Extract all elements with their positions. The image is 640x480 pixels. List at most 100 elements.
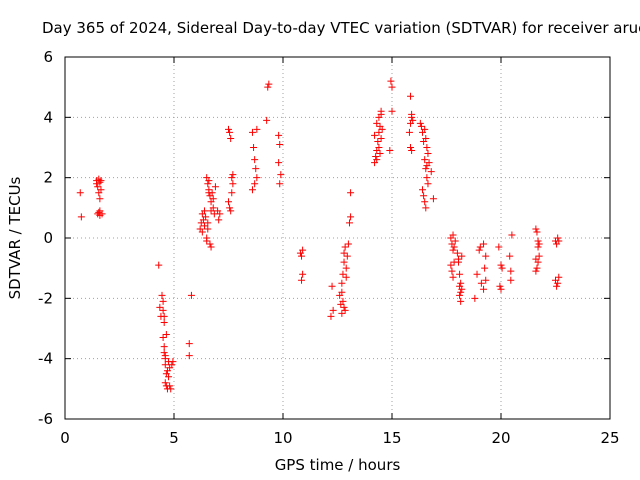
data-point: [498, 264, 506, 272]
data-point: [209, 204, 217, 212]
data-point: [535, 240, 543, 248]
x-axis-label: GPS time / hours: [275, 456, 401, 474]
data-point: [449, 231, 457, 239]
data-point: [454, 255, 462, 263]
data-point: [456, 282, 464, 290]
data-point: [156, 303, 164, 311]
data-point: [185, 340, 193, 348]
data-point: [98, 210, 106, 218]
data-point: [555, 273, 563, 281]
data-point: [299, 270, 307, 278]
data-point: [419, 186, 427, 194]
data-point: [298, 252, 306, 260]
data-point: [374, 137, 382, 145]
data-point: [340, 303, 348, 311]
data-point: [97, 186, 105, 194]
data-point: [228, 189, 236, 197]
data-point: [276, 140, 284, 148]
data-point: [277, 171, 285, 179]
data-point: [229, 180, 237, 188]
data-point: [163, 367, 171, 375]
data-point: [165, 373, 173, 381]
data-point: [345, 219, 353, 227]
data-point: [201, 222, 209, 230]
data-point: [160, 343, 168, 351]
data-point: [227, 207, 235, 215]
data-point: [533, 264, 541, 272]
data-point: [77, 213, 85, 221]
data-point: [215, 216, 223, 224]
data-point: [457, 297, 465, 305]
data-point: [203, 174, 211, 182]
data-point: [457, 288, 465, 296]
data-point: [508, 231, 516, 239]
data-point: [227, 134, 235, 142]
data-point: [424, 150, 432, 158]
data-point: [167, 385, 175, 393]
data-point: [276, 180, 284, 188]
data-point: [226, 204, 234, 212]
data-point: [253, 125, 261, 133]
data-point: [198, 228, 206, 236]
data-point: [482, 252, 490, 260]
data-point: [375, 144, 383, 151]
data-point: [95, 208, 103, 216]
data-point: [423, 144, 431, 151]
data-point: [476, 243, 484, 251]
data-point: [328, 282, 336, 290]
data-point: [209, 195, 217, 203]
data-point: [372, 153, 380, 161]
data-point: [378, 125, 386, 133]
data-point: [448, 267, 456, 275]
data-point: [263, 116, 271, 124]
data-point: [207, 243, 215, 251]
data-point: [405, 128, 413, 136]
x-tick-label: 20: [491, 429, 510, 447]
data-point: [161, 355, 169, 363]
data-point: [166, 382, 174, 390]
data-point: [555, 237, 563, 245]
data-point: [347, 189, 355, 197]
data-point: [216, 210, 224, 218]
data-point: [387, 77, 395, 85]
data-point: [161, 379, 169, 387]
data-point: [347, 213, 355, 221]
data-point: [534, 243, 542, 251]
data-point: [532, 267, 540, 275]
data-point: [507, 267, 515, 275]
chart-title: Day 365 of 2024, Sidereal Day-to-day VTE…: [42, 19, 640, 37]
data-point: [250, 144, 258, 151]
data-point: [427, 168, 435, 176]
data-point: [506, 252, 514, 260]
data-point: [450, 243, 458, 251]
data-point: [457, 279, 465, 287]
x-tick-label: 5: [169, 429, 179, 447]
data-point: [329, 306, 337, 314]
data-point: [421, 156, 429, 164]
data-point: [341, 243, 349, 251]
axis-ticks: 0 5 10 15 20 25 -6 -4 -2 0 2 4 6: [38, 48, 620, 447]
data-point: [160, 312, 168, 320]
data-point: [425, 159, 433, 167]
data-point: [187, 291, 195, 299]
data-point: [507, 276, 515, 284]
data-point: [252, 165, 260, 173]
data-point: [265, 80, 273, 88]
data-point: [228, 174, 236, 182]
y-tick-label: -4: [38, 350, 53, 368]
data-point: [96, 178, 104, 186]
data-point: [371, 131, 379, 139]
data-point: [93, 180, 101, 188]
data-point: [341, 306, 349, 314]
x-tick-label: 15: [382, 429, 401, 447]
data-point: [155, 261, 163, 269]
data-point: [377, 107, 385, 115]
data-point: [417, 122, 425, 130]
data-point: [388, 107, 396, 115]
data-point: [496, 282, 504, 290]
grid-lines: [65, 57, 610, 419]
data-point: [375, 113, 383, 121]
data-point: [377, 134, 385, 142]
data-point: [416, 119, 424, 127]
data-point: [471, 294, 479, 302]
